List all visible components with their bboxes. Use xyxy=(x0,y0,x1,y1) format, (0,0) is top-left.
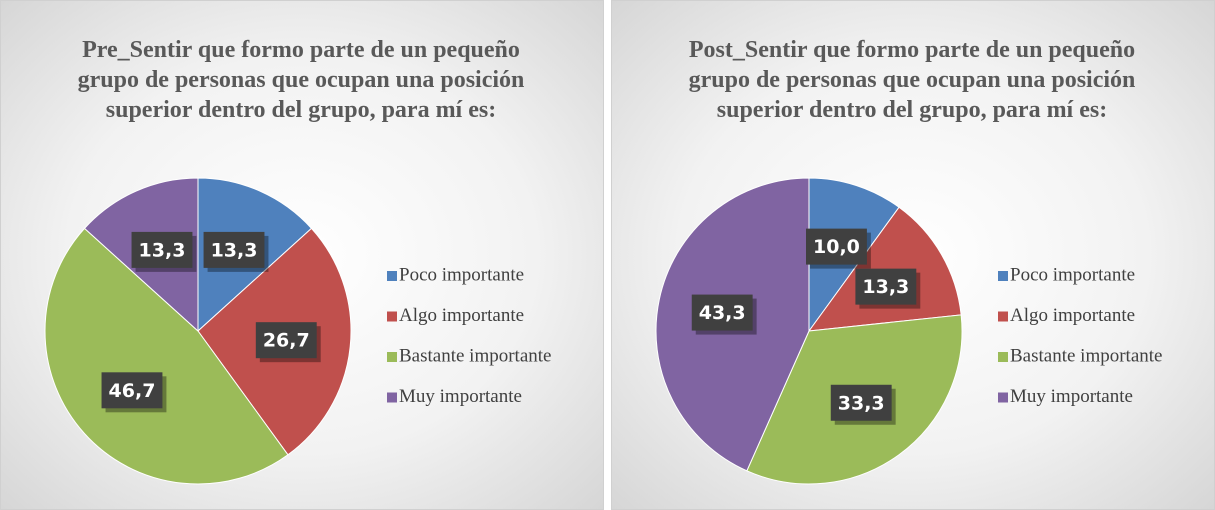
data-label: 13,3 xyxy=(855,268,921,309)
data-label-text: 46,7 xyxy=(109,380,156,402)
chart-title: Post_Sentir que formo parte de un pequeñ… xyxy=(688,37,1136,123)
label-box xyxy=(101,372,163,409)
data-label: 43,3 xyxy=(691,294,757,335)
data-label-text: 26,7 xyxy=(263,330,310,352)
legend-swatch xyxy=(998,311,1008,322)
label-box xyxy=(203,231,265,268)
legend-swatch xyxy=(387,271,397,281)
label-box xyxy=(131,231,193,268)
data-label: 13,3 xyxy=(203,231,269,272)
legend-label: Muy importante xyxy=(399,386,522,407)
chart-title: Pre_Sentir que formo parte de un pequeño… xyxy=(77,37,525,123)
legend-label: Bastante importante xyxy=(399,345,551,366)
data-label: 46,7 xyxy=(101,372,167,413)
pie-slice xyxy=(44,227,289,485)
data-label-text: 13,3 xyxy=(862,276,909,298)
data-label-text: 43,3 xyxy=(699,302,746,324)
label-box xyxy=(691,294,753,331)
data-label: 33,3 xyxy=(830,384,896,425)
label-box xyxy=(255,322,317,359)
legend-swatch xyxy=(998,352,1008,362)
label-box xyxy=(806,228,867,265)
legend-swatch xyxy=(387,352,397,362)
legend-label: Algo importante xyxy=(1010,305,1135,326)
legend-label: Bastante importante xyxy=(1010,345,1162,366)
data-label-text: 33,3 xyxy=(838,392,885,414)
legend-label: Poco importante xyxy=(1010,264,1135,285)
label-box xyxy=(855,268,917,305)
label-box xyxy=(830,384,892,421)
data-label-text: 13,3 xyxy=(211,239,258,261)
data-label: 10,0 xyxy=(806,228,871,269)
data-label: 13,3 xyxy=(131,231,197,272)
data-label-text: 13,3 xyxy=(139,239,186,261)
chart: 13,3 26,7 46,7 13,3 Poco importante Algo impo… xyxy=(44,177,551,485)
data-label: 26,7 xyxy=(255,322,321,363)
data-label-text: 10,0 xyxy=(813,236,860,258)
legend-swatch xyxy=(387,311,397,322)
chart-panel: Pre_Sentir que formo parte de un pequeño… xyxy=(0,0,604,510)
legend-label: Poco importante xyxy=(399,264,524,285)
legend-swatch xyxy=(387,392,397,403)
legend-swatch xyxy=(998,271,1008,281)
legend-swatch xyxy=(998,392,1008,403)
chart-panel: Post_Sentir que formo parte de un pequeñ… xyxy=(611,0,1215,510)
legend-label: Algo importante xyxy=(399,305,524,326)
legend-label: Muy importante xyxy=(1010,386,1133,407)
chart: 10,013,3 33,3 43,3 Poco importante Algo impo… xyxy=(655,177,1162,485)
